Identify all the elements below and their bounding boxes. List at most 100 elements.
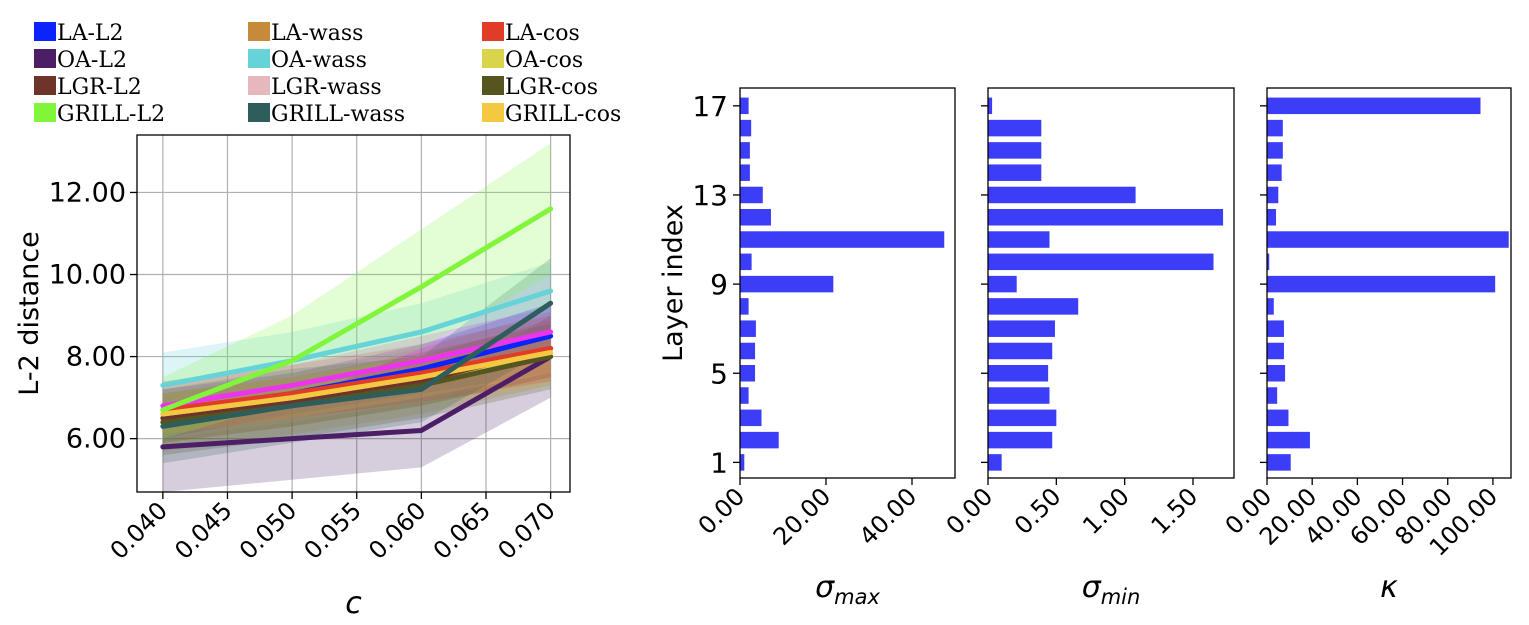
bar-frame bbox=[1266, 87, 1512, 479]
x-tick-label: 20.00 bbox=[768, 482, 836, 550]
y-tick-label: 8.00 bbox=[66, 342, 126, 373]
bar-layer-13 bbox=[740, 186, 763, 204]
x-tick-label: 0.050 bbox=[234, 496, 302, 564]
band-oa-wass bbox=[162, 262, 551, 406]
bar-layer-7 bbox=[740, 320, 756, 337]
bar-layer-10 bbox=[740, 253, 752, 271]
line-la-cos bbox=[160, 345, 554, 413]
y-tick-label: 12.00 bbox=[49, 177, 126, 208]
bar-layer-3 bbox=[740, 409, 762, 427]
line-oa-l2 bbox=[160, 354, 554, 450]
x-axis-title: κ bbox=[1380, 570, 1398, 605]
bar-layer-12 bbox=[1267, 209, 1277, 226]
bar-layer-13 bbox=[988, 186, 1136, 204]
bar-layer-5 bbox=[740, 365, 756, 382]
legend-label: GRILL-cos bbox=[505, 102, 621, 127]
legend-label: LA-wass bbox=[271, 21, 363, 46]
x-axis-title: σmin bbox=[1082, 570, 1141, 609]
legend-swatch bbox=[482, 22, 504, 41]
line-oa-wass bbox=[160, 288, 554, 388]
y-tick-label: 13 bbox=[692, 179, 728, 212]
legend-label: LGR-wass bbox=[271, 75, 382, 100]
x-axis-title: σmax bbox=[815, 570, 880, 609]
bar-layer-3 bbox=[1267, 409, 1289, 427]
x-tick-label: 0.060 bbox=[363, 496, 431, 564]
bar-layer-17 bbox=[740, 97, 749, 115]
bar-layer-14 bbox=[1267, 164, 1282, 181]
legend-swatch bbox=[34, 49, 56, 68]
legend-label: LGR-L2 bbox=[57, 75, 142, 100]
bar-layer-4 bbox=[988, 387, 1050, 404]
x-tick-label: 0.040 bbox=[105, 496, 173, 564]
x-tick-label: 0.00 bbox=[693, 482, 751, 540]
legend-item-la-l2: LA-L2 bbox=[34, 21, 124, 46]
legend-item-oa-l2: OA-L2 bbox=[34, 48, 127, 73]
bar-layer-4 bbox=[740, 387, 749, 404]
legend-label: GRILL-wass bbox=[271, 102, 405, 127]
legend-item-grill-wass: GRILL-wass bbox=[248, 102, 405, 127]
bar-panel-1: 1 5 9 13 17 Layer index 0.00 20.00 40.00 σmax bbox=[658, 87, 956, 609]
bar-layer-9 bbox=[1267, 275, 1496, 293]
y-tick-label: 9 bbox=[710, 268, 728, 301]
line-grill-cos bbox=[160, 349, 554, 417]
bar-layer-17 bbox=[1267, 97, 1481, 115]
bar-layer-16 bbox=[1267, 119, 1283, 137]
legend-swatch bbox=[248, 103, 270, 122]
bar-layer-10 bbox=[988, 253, 1214, 271]
x-tick-label: 0.045 bbox=[169, 496, 237, 564]
bar-layer-8 bbox=[740, 298, 749, 315]
bar-layer-14 bbox=[740, 164, 750, 181]
x-tick-label: 0.070 bbox=[492, 496, 560, 564]
bar-layer-2 bbox=[988, 431, 1053, 449]
x-tick-label: 0.00 bbox=[941, 482, 999, 540]
line-grill-wass bbox=[160, 300, 554, 429]
bar-frame bbox=[987, 87, 1235, 479]
legend-item-lgr-cos: LGR-cos bbox=[482, 75, 598, 100]
bar-layer-12 bbox=[988, 209, 1224, 226]
bar-chart-panels: 1 5 9 13 17 Layer index 0.00 20.00 40.00 σmax 0.00… bbox=[658, 87, 1512, 609]
bar-layer-9 bbox=[988, 275, 1017, 293]
bar-layer-6 bbox=[1267, 342, 1284, 360]
bar-layer-16 bbox=[740, 119, 752, 137]
x-axis-title: c bbox=[345, 586, 362, 621]
bar-layer-8 bbox=[988, 298, 1079, 315]
x-tick-label: 40.00 bbox=[854, 482, 922, 550]
bar-layer-6 bbox=[740, 342, 756, 360]
bar-layer-16 bbox=[988, 119, 1042, 137]
legend-label: OA-cos bbox=[505, 48, 583, 73]
legend-swatch bbox=[248, 49, 270, 68]
y-tick-label: 10.00 bbox=[49, 260, 126, 291]
plot-frame bbox=[136, 134, 571, 493]
y-tick-label: 17 bbox=[692, 90, 728, 123]
bar-layer-15 bbox=[740, 142, 750, 159]
bar-layer-13 bbox=[1267, 186, 1279, 204]
y-tick-label: 5 bbox=[710, 357, 728, 390]
legend-swatch bbox=[248, 22, 270, 41]
legend-swatch bbox=[34, 76, 56, 95]
bar-layer-6 bbox=[988, 342, 1053, 360]
bar-layer-11 bbox=[988, 231, 1050, 248]
bar-layer-14 bbox=[988, 164, 1042, 181]
bar-frame bbox=[739, 87, 956, 479]
bar-layer-8 bbox=[1267, 298, 1274, 315]
legend-label: LA-L2 bbox=[57, 21, 124, 46]
x-tick-label: 0.065 bbox=[428, 496, 496, 564]
y-tick-label: 6.00 bbox=[66, 424, 126, 455]
legend-item-oa-cos: OA-cos bbox=[482, 48, 583, 73]
legend-item-la-cos: LA-cos bbox=[482, 21, 580, 46]
band-oa-l2 bbox=[162, 315, 551, 492]
legend-swatch bbox=[482, 76, 504, 95]
x-tick-label: 1.00 bbox=[1077, 482, 1135, 540]
legend-label: LA-cos bbox=[505, 21, 580, 46]
legend-label: LGR-cos bbox=[505, 75, 598, 100]
bar-layer-1 bbox=[1267, 454, 1291, 471]
bar-layer-15 bbox=[988, 142, 1042, 159]
x-tick-label: 0.055 bbox=[299, 496, 367, 564]
bar-layer-12 bbox=[740, 209, 771, 226]
x-tick-label: 0.50 bbox=[1009, 482, 1067, 540]
legend-swatch bbox=[248, 76, 270, 95]
